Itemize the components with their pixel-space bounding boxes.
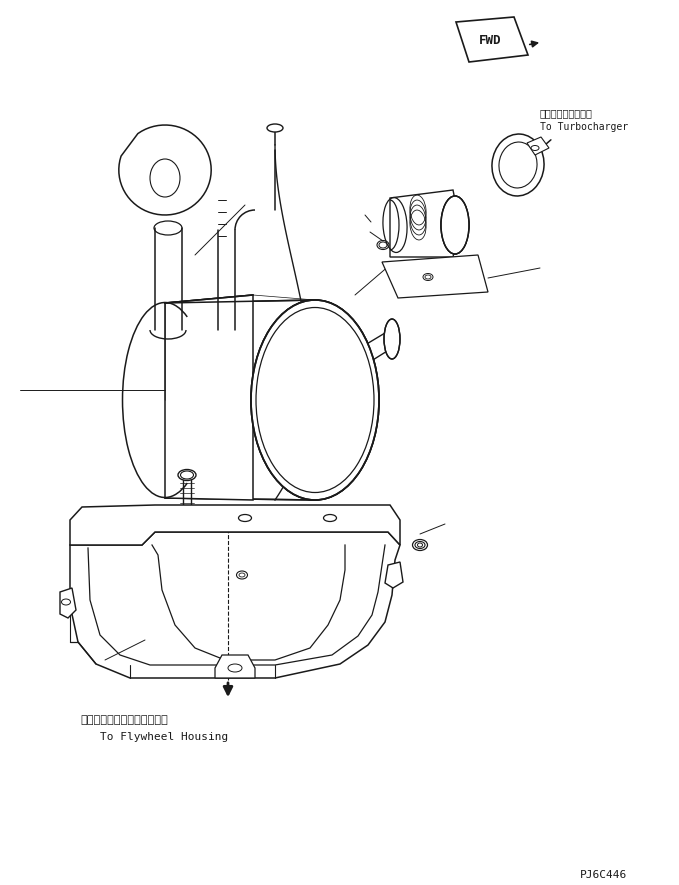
Polygon shape xyxy=(165,295,253,500)
Ellipse shape xyxy=(251,300,379,500)
Ellipse shape xyxy=(441,196,469,254)
Polygon shape xyxy=(390,190,455,257)
Polygon shape xyxy=(60,588,76,618)
Polygon shape xyxy=(527,137,549,155)
Polygon shape xyxy=(119,125,211,215)
Text: FWD: FWD xyxy=(479,35,501,48)
Polygon shape xyxy=(70,505,400,545)
Text: To Flywheel Housing: To Flywheel Housing xyxy=(100,732,228,742)
Ellipse shape xyxy=(492,134,544,196)
Polygon shape xyxy=(70,532,400,678)
Text: PJ6C446: PJ6C446 xyxy=(580,870,627,880)
Text: ターボチャージャヘ: ターボチャージャヘ xyxy=(540,108,593,118)
Ellipse shape xyxy=(251,300,379,500)
Polygon shape xyxy=(456,17,528,62)
Ellipse shape xyxy=(267,124,283,132)
Polygon shape xyxy=(382,255,488,298)
Text: フライホイールハウジングヘ: フライホイールハウジングヘ xyxy=(80,715,168,725)
Polygon shape xyxy=(215,655,255,678)
Ellipse shape xyxy=(178,470,196,481)
Ellipse shape xyxy=(413,540,428,550)
Ellipse shape xyxy=(384,319,400,359)
Polygon shape xyxy=(315,330,392,393)
Polygon shape xyxy=(385,562,403,588)
Text: To Turbocharger: To Turbocharger xyxy=(540,122,628,132)
Ellipse shape xyxy=(441,196,469,254)
